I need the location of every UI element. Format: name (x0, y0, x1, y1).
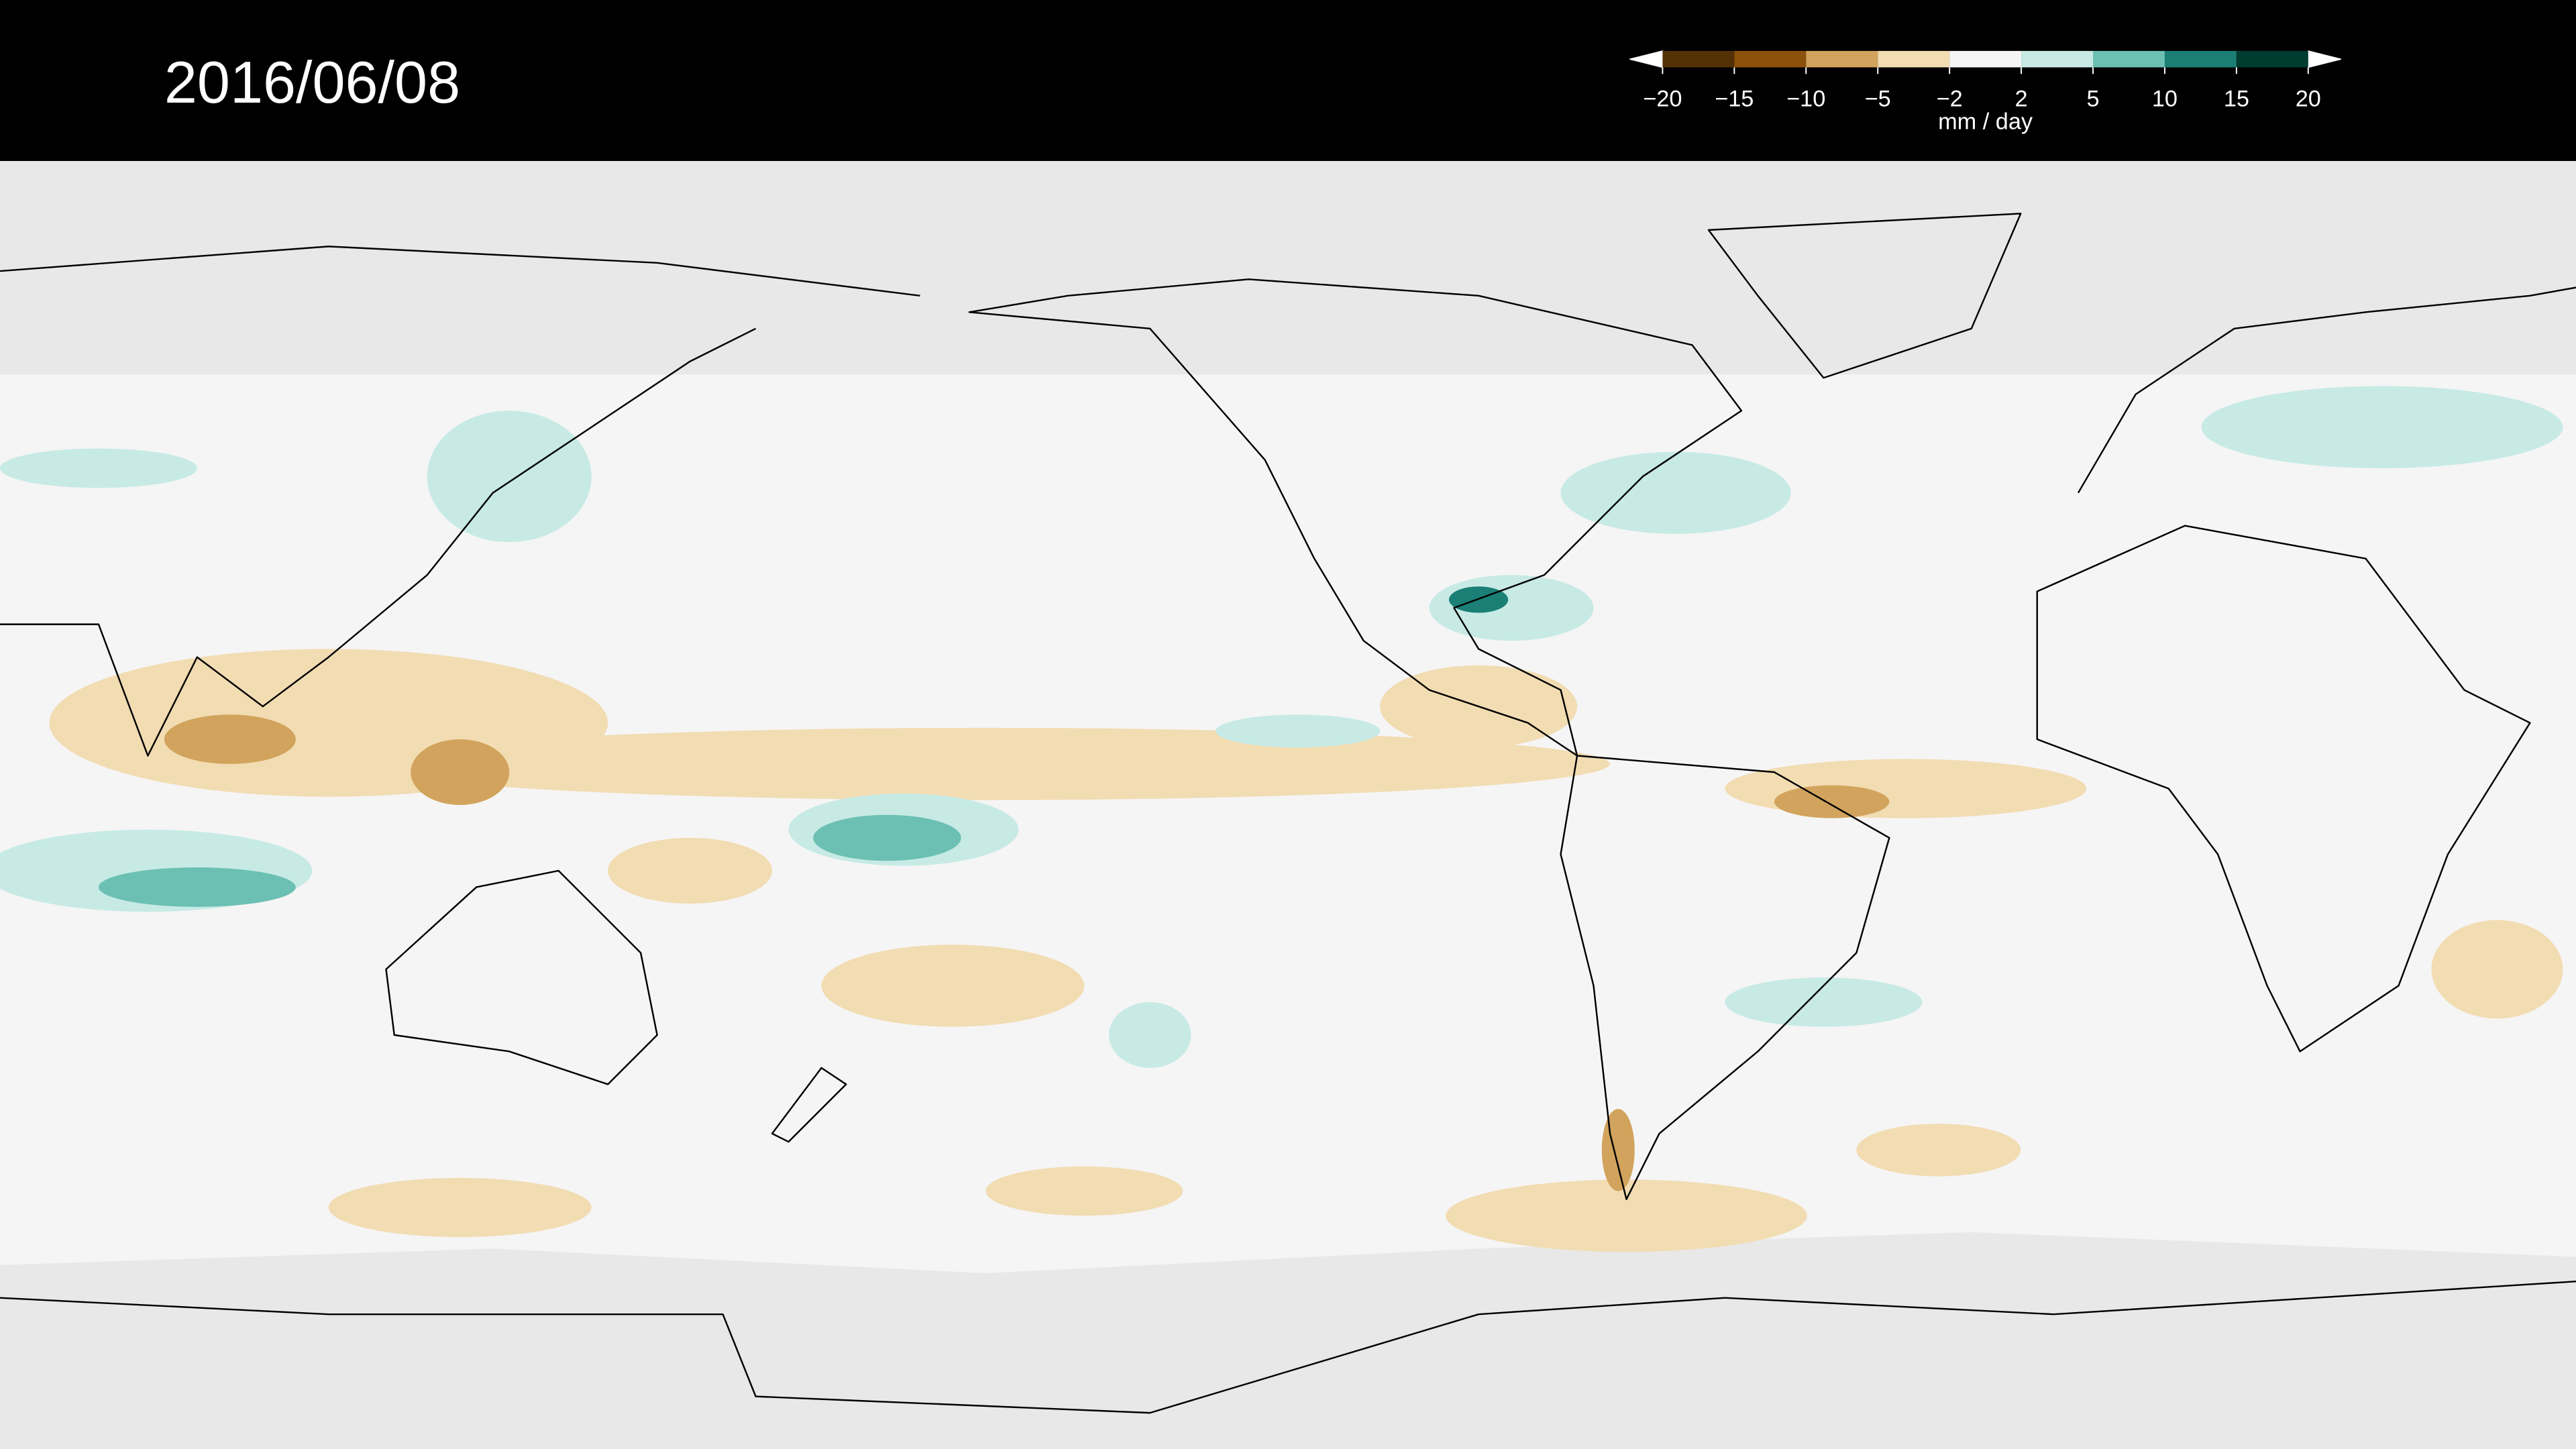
color-segment (2093, 50, 2165, 68)
tick-label: −2 (1937, 86, 1963, 111)
tick-label: 20 (2296, 86, 2321, 111)
no-data-north (0, 161, 2576, 375)
color-segment (1662, 50, 1735, 68)
color-segment (1806, 50, 1878, 68)
tick-label: −5 (1865, 86, 1891, 111)
precip-anomaly (0, 386, 2563, 1252)
unit-label: mm / day (1938, 109, 2033, 135)
tick-label: 2 (2015, 86, 2028, 111)
color-segment (2021, 50, 2093, 68)
tick-label: −15 (1715, 86, 1754, 111)
no-data-south (0, 1232, 2576, 1449)
header-bar (0, 0, 2576, 161)
tick-label: −20 (1643, 86, 1682, 111)
tick-label: −10 (1786, 86, 1825, 111)
color-segment (1878, 50, 1950, 68)
color-segment (1734, 50, 1807, 68)
coastlines (0, 213, 2576, 1414)
colorbar: −20 −15 −10 −5 −2 2 5 10 15 20 mm / day (1629, 50, 2341, 135)
tick-label: 5 (2086, 86, 2099, 111)
color-segment (2164, 50, 2237, 68)
color-segment (1949, 50, 2022, 68)
tick-label: 15 (2224, 86, 2249, 111)
color-segment (2236, 50, 2308, 68)
tick-label: 10 (2152, 86, 2178, 111)
date-title: 2016/06/08 (164, 49, 460, 115)
